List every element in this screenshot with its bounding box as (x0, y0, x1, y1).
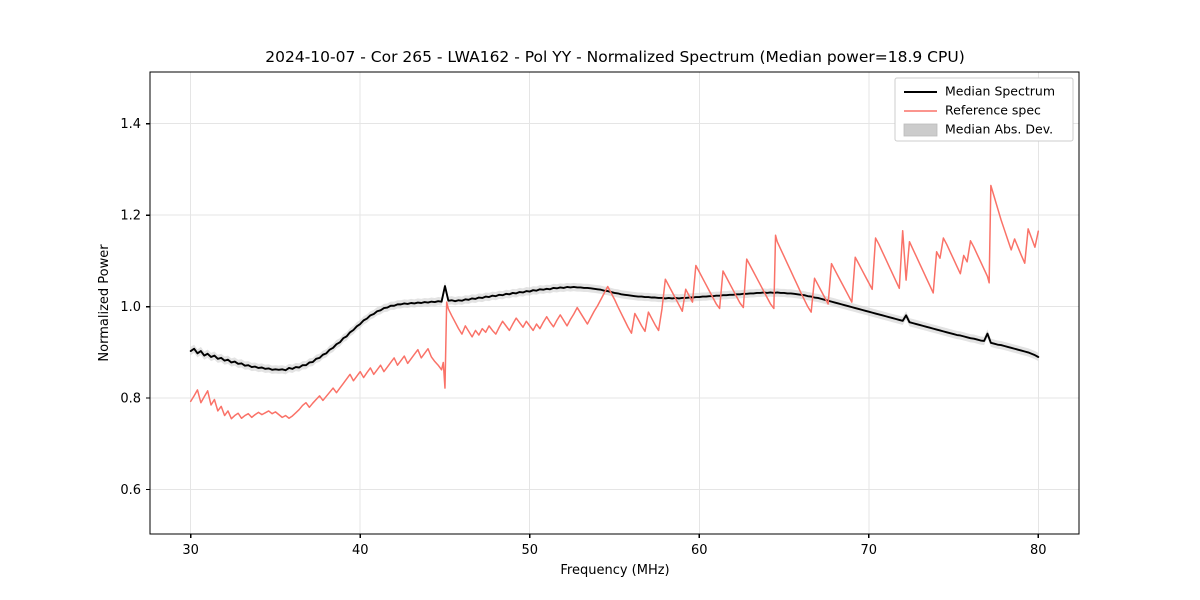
median-abs-dev-band (190, 281, 1039, 375)
y-axis-label: Normalized Power (97, 244, 112, 362)
x-gridlines (190, 72, 1039, 534)
y-tick-label: 1.4 (120, 117, 141, 132)
x-tick-label: 80 (1030, 543, 1047, 558)
chart-title: 2024-10-07 - Cor 265 - LWA162 - Pol YY -… (265, 48, 965, 66)
x-tick-label: 60 (691, 543, 708, 558)
y-tick-label: 1.2 (120, 209, 141, 224)
legend-label[interactable]: Median Spectrum (945, 84, 1055, 99)
y-tick-label: 1.0 (120, 300, 141, 315)
series-reference-spec (189, 184, 1040, 420)
axes-background (150, 72, 1079, 534)
y-tick-label: 0.6 (120, 483, 141, 498)
legend-swatch (903, 123, 938, 137)
x-axis-label: Frequency (MHz) (560, 563, 669, 578)
legend-label[interactable]: Reference spec (945, 103, 1041, 118)
x-tick-label: 40 (352, 543, 369, 558)
x-axis-ticks: 30 40 50 60 70 80 (182, 534, 1047, 558)
x-tick-label: 50 (521, 543, 538, 558)
legend-label[interactable]: Median Abs. Dev. (945, 122, 1053, 137)
legend-frame (894, 77, 1074, 142)
x-tick-label: 30 (182, 543, 199, 558)
y-tick-label: 0.8 (120, 392, 141, 407)
x-tick-label: 70 (861, 543, 878, 558)
y-gridlines (150, 123, 1079, 491)
axes-frame (149, 71, 1080, 535)
series-median-spectrum (189, 285, 1040, 372)
data-series-group (189, 184, 1040, 420)
y-axis-ticks: 0.6 0.8 1.0 1.2 1.4 (120, 117, 150, 498)
chart-legend[interactable]: Median Spectrum Reference spec Median Abs.… (894, 77, 1074, 142)
